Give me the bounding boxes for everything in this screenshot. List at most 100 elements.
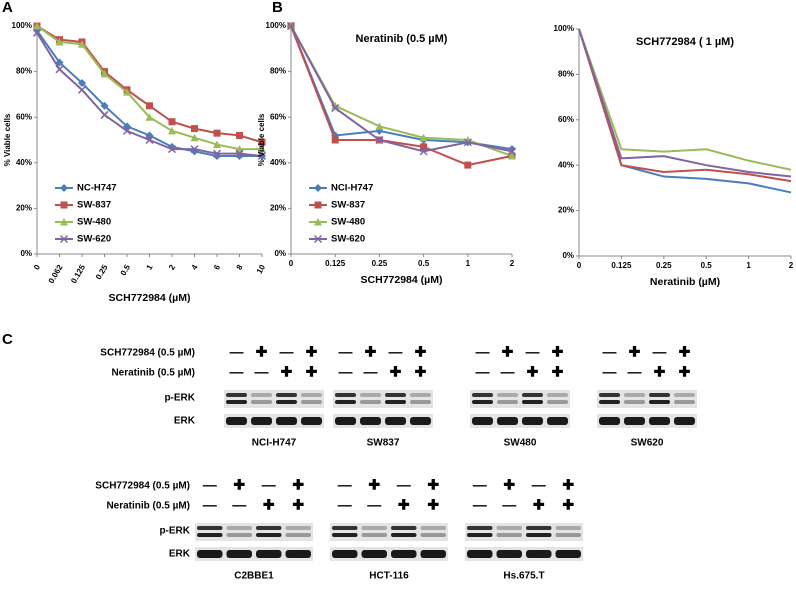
perk-band (555, 533, 581, 537)
marker (463, 138, 472, 147)
x-tick-label: 0.5 (119, 263, 133, 278)
perk-band (360, 400, 381, 404)
panel-letter: B (272, 0, 283, 16)
perk-band (410, 393, 431, 397)
x-axis-label: SCH772984 (µM) (109, 292, 191, 304)
x-tick-label: 1 (145, 263, 155, 272)
treatment-sign: — (501, 364, 515, 380)
treatment-sign: ✚ (233, 477, 245, 493)
treatment-sign: ✚ (281, 364, 293, 380)
blot-bg (195, 523, 313, 541)
treatment-sign: ✚ (629, 344, 641, 360)
cell-line-label: SW620 (631, 438, 664, 449)
perk-band (547, 400, 568, 404)
treatment-sign: ✚ (552, 364, 564, 380)
marker (100, 101, 109, 110)
perk-band (649, 393, 670, 397)
erk-band (301, 417, 322, 425)
treatment-sign: ✚ (292, 477, 304, 493)
perk-band (472, 393, 493, 397)
treatment-sign: ✚ (427, 497, 439, 513)
marker (168, 118, 176, 126)
blot-bg (333, 414, 433, 428)
perk-band (197, 533, 223, 537)
erk-band (197, 550, 223, 558)
marker (419, 147, 428, 156)
perk-band (361, 526, 387, 530)
treatment-sign: ✚ (562, 477, 574, 493)
perk-band (599, 393, 620, 397)
perk-band (226, 533, 252, 537)
erk-band (332, 550, 358, 558)
treatment-sign: ✚ (306, 344, 318, 360)
perk-band (332, 526, 358, 530)
perk-band (522, 400, 543, 404)
marker (286, 21, 296, 31)
perk-band (674, 393, 695, 397)
erk-band (526, 550, 552, 558)
blot-bg (330, 547, 448, 561)
x-tick-label: 0.125 (325, 259, 346, 268)
erk-band (410, 417, 431, 425)
cell-line-label: Hs.675.T (503, 571, 544, 582)
perk-band (522, 393, 543, 397)
x-tick-label: 0.5 (701, 261, 713, 270)
treatment-sign: ✚ (415, 364, 427, 380)
marker (375, 122, 384, 130)
marker (78, 79, 86, 87)
y-tick-label: 60% (16, 112, 32, 121)
treatment-sign: ✚ (263, 497, 275, 513)
erk-band (226, 550, 252, 558)
perk-band (391, 526, 417, 530)
marker (146, 102, 153, 110)
marker (314, 201, 322, 209)
blot-bg (465, 547, 583, 561)
marker (212, 149, 222, 158)
treatment-label: Neratinib (0.5 µM) (106, 501, 190, 512)
perk-band (226, 400, 247, 404)
legend-label: SW-480 (77, 217, 111, 228)
marker (235, 149, 244, 158)
erk-band (599, 417, 620, 425)
treatment-sign: ✚ (427, 477, 439, 493)
marker (145, 113, 154, 121)
marker (258, 145, 266, 153)
marker (100, 69, 109, 78)
perk-band (226, 526, 252, 530)
treatment-sign: — (280, 344, 294, 360)
y-axis-label: % Viable cells (3, 113, 12, 166)
treatment-sign: — (473, 477, 487, 493)
marker (331, 101, 340, 110)
treatment-sign: ✚ (679, 344, 691, 360)
y-tick-label: 40% (558, 160, 574, 169)
perk-band (420, 526, 446, 530)
blot-bg (330, 523, 448, 541)
legend-label: SW-620 (77, 234, 111, 245)
perk-band (385, 393, 406, 397)
treatment-sign: — (230, 364, 244, 380)
erk-band (472, 417, 493, 425)
marker (100, 110, 109, 119)
marker (257, 151, 267, 160)
treatment-sign: ✚ (527, 364, 539, 380)
treatment-sign: ✚ (552, 344, 564, 360)
treatment-sign: ✚ (368, 477, 380, 493)
perk-band (301, 400, 322, 404)
erk-band (496, 550, 522, 558)
marker (420, 143, 428, 151)
marker (419, 133, 428, 142)
y-tick-label: 0% (274, 249, 286, 258)
legend-label: NCI-H747 (331, 183, 373, 194)
perk-band (410, 400, 431, 404)
perk-band (555, 526, 581, 530)
series-line (290, 25, 513, 157)
chart-title: Neratinib (0.5 µM) (356, 33, 448, 45)
perk-band (497, 400, 518, 404)
perk-band (276, 393, 297, 397)
perk-band (335, 400, 356, 404)
x-tick-label: 0.5 (418, 259, 430, 268)
erk-band (547, 417, 568, 425)
series-line (578, 28, 792, 194)
x-tick-label: 2 (167, 263, 177, 272)
y-tick-label: 20% (270, 204, 286, 213)
